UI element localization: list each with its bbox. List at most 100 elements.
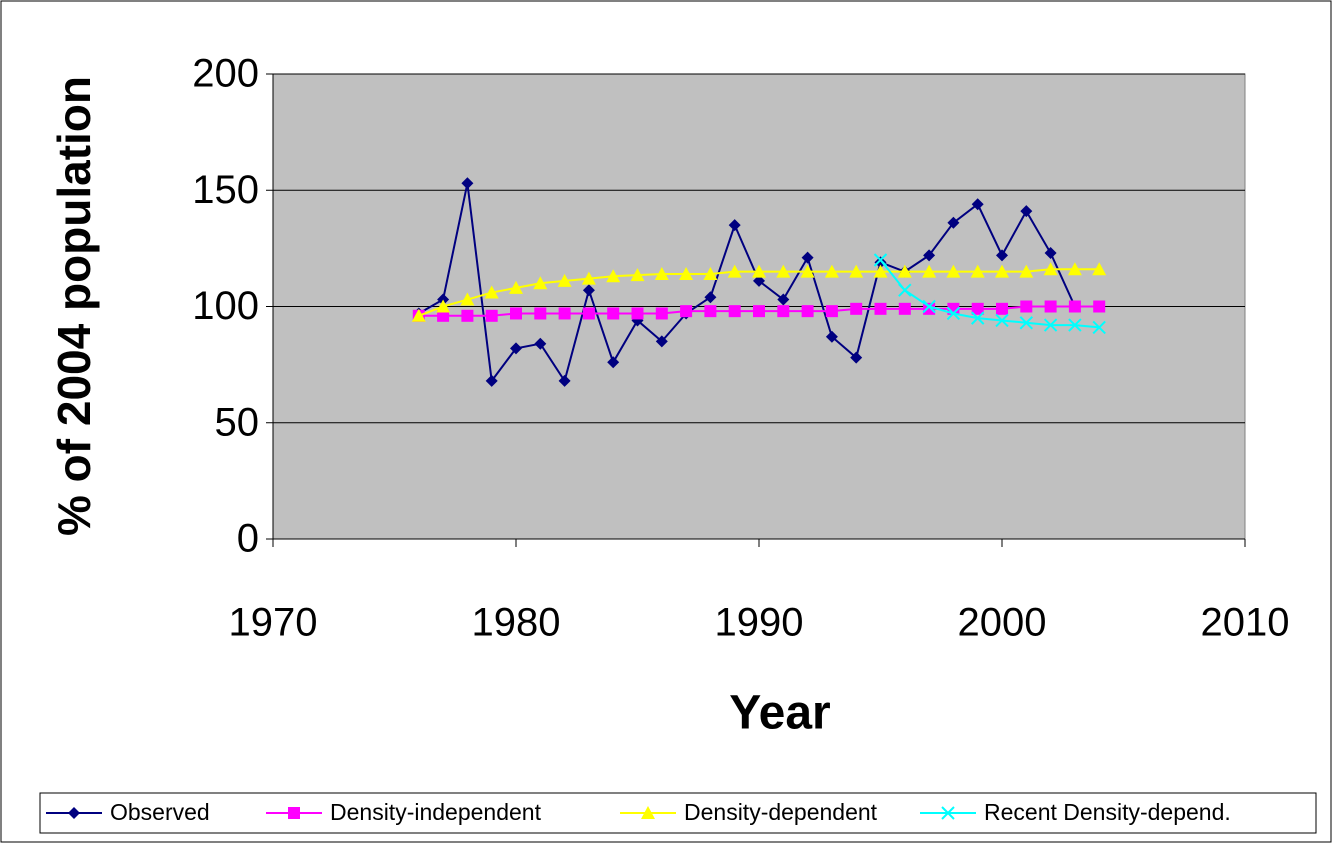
marker <box>970 264 985 278</box>
marker <box>850 351 863 364</box>
marker <box>607 356 620 369</box>
legend: Observed Density-independent Density-depen… <box>39 792 1317 834</box>
marker <box>898 283 912 297</box>
marker <box>679 266 694 280</box>
marker <box>946 306 961 321</box>
marker <box>898 302 911 315</box>
marker <box>873 253 888 267</box>
marker <box>631 307 644 320</box>
x-tick-label: 1990 <box>715 601 804 645</box>
marker <box>752 264 766 278</box>
x-tick-label: 1980 <box>472 601 561 645</box>
marker <box>777 293 790 306</box>
marker <box>704 291 717 304</box>
legend-label: Density-independent <box>330 799 542 825</box>
legend-marker <box>68 807 80 819</box>
marker <box>1068 318 1082 332</box>
marker <box>484 285 499 299</box>
marker <box>728 305 741 318</box>
marker <box>1068 300 1081 313</box>
marker <box>874 302 887 315</box>
marker <box>995 313 1009 328</box>
marker <box>849 264 864 278</box>
marker <box>534 337 547 350</box>
marker <box>800 264 815 278</box>
marker <box>582 284 595 297</box>
marker <box>461 177 474 190</box>
marker <box>461 309 474 322</box>
marker <box>1043 262 1058 276</box>
marker <box>655 335 668 348</box>
marker <box>581 271 596 285</box>
marker <box>825 305 838 318</box>
marker <box>1019 316 1034 330</box>
marker <box>1092 262 1107 276</box>
marker <box>1020 205 1033 218</box>
legend-label: Density-dependent <box>684 799 878 825</box>
legend-box <box>39 792 1317 834</box>
marker <box>873 264 888 278</box>
marker <box>509 280 523 294</box>
legend-marker <box>288 807 300 819</box>
x-tick-label: 2010 <box>1201 601 1290 645</box>
marker <box>728 219 741 232</box>
marker <box>534 307 547 320</box>
marker <box>606 269 621 283</box>
legend-label: Observed <box>110 799 210 825</box>
legend-marker <box>941 806 955 820</box>
marker <box>1043 318 1058 332</box>
marker <box>510 342 522 355</box>
y-tick-label: 50 <box>215 400 260 444</box>
marker <box>436 299 451 313</box>
x-tick-label: 2000 <box>958 601 1047 645</box>
y-tick-label: 0 <box>237 517 259 561</box>
marker <box>995 264 1009 278</box>
marker <box>1019 264 1034 278</box>
y-tick-label: 100 <box>192 284 259 328</box>
y-axis-label: % of 2004 population <box>48 76 100 536</box>
marker <box>753 305 765 318</box>
marker <box>557 273 572 287</box>
marker <box>485 309 498 322</box>
marker <box>411 308 426 322</box>
marker <box>801 305 814 318</box>
marker <box>655 307 668 320</box>
marker <box>1020 300 1033 313</box>
marker <box>753 274 765 287</box>
marker <box>607 307 620 320</box>
marker <box>922 264 937 278</box>
series-line <box>879 259 1100 329</box>
marker <box>996 302 1008 315</box>
marker <box>947 216 960 229</box>
marker <box>582 307 595 320</box>
marker <box>801 251 814 264</box>
marker <box>558 374 571 387</box>
marker <box>460 292 475 306</box>
marker <box>825 330 838 343</box>
marker <box>824 264 839 278</box>
y-tick-label: 150 <box>192 168 259 212</box>
marker <box>1044 247 1057 260</box>
marker <box>704 305 717 318</box>
marker <box>923 249 936 262</box>
marker <box>923 302 936 315</box>
marker <box>971 302 984 315</box>
legend-marker <box>641 806 655 819</box>
marker <box>437 309 450 322</box>
marker <box>680 305 693 318</box>
marker <box>946 264 961 278</box>
marker <box>558 307 571 320</box>
marker <box>533 276 548 290</box>
marker <box>1093 300 1106 313</box>
marker <box>654 266 669 280</box>
marker <box>850 302 863 315</box>
marker <box>485 374 498 387</box>
legend-label: Recent Density-depend. <box>984 799 1231 825</box>
marker <box>1092 320 1106 335</box>
marker <box>971 198 984 211</box>
y-tick-label: 200 <box>192 52 259 96</box>
marker <box>776 264 791 278</box>
marker <box>970 311 985 325</box>
marker <box>1044 300 1057 313</box>
